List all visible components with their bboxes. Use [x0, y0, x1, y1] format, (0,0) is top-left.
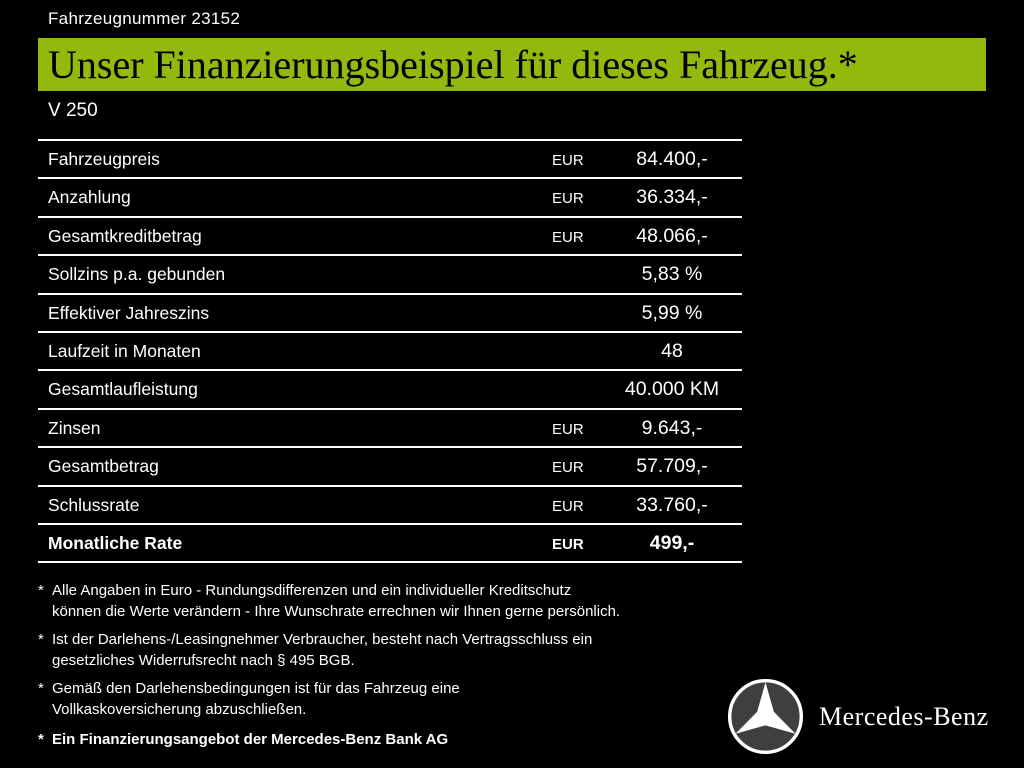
footnote-line: gesetzliches Widerrufsrecht nach § 495 B…: [52, 652, 355, 669]
footnote-text: Gemäß den Darlehensbedingungen ist für d…: [52, 678, 460, 720]
table-row: Gesamtbetrag EUR 57.709,-: [38, 446, 742, 484]
row-currency: EUR: [552, 152, 584, 169]
row-value: 40.000 KM: [624, 378, 720, 401]
row-value: 5,83 %: [641, 263, 703, 286]
row-value: 48.066,-: [636, 224, 708, 247]
table-row: Effektiver Jahreszins 5,99 %: [38, 292, 742, 331]
vehicle-model-label: V 250: [48, 100, 98, 121]
footnote-marker: *: [38, 631, 44, 648]
row-label: Gesamtlaufleistung: [48, 379, 198, 400]
brand-wordmark: Mercedes-Benz: [819, 701, 989, 731]
row-currency: EUR: [552, 497, 584, 515]
row-value: 33.760,-: [636, 493, 708, 516]
footnote-marker: *: [38, 582, 44, 599]
footnote: * Ist der Darlehens-/Leasingnehmer Verbr…: [38, 629, 738, 671]
row-value: 84.400,-: [636, 148, 708, 170]
finance-table: Fahrzeugpreis EUR 84.400,- Anzahlung EUR…: [38, 139, 742, 564]
row-currency: EUR: [552, 190, 584, 208]
row-value: 36.334,-: [636, 186, 708, 209]
row-label: Gesamtbetrag: [48, 456, 159, 477]
footnote-text: Alle Angaben in Euro - Rundungsdifferenz…: [52, 580, 620, 622]
row-label: Sollzins p.a. gebunden: [48, 264, 226, 285]
footnote-line: Ist der Darlehens-/Leasingnehmer Verbrau…: [52, 631, 593, 648]
footnote-line: Ein Finanzierungsangebot der Mercedes-Be…: [52, 731, 449, 748]
footnote: * Alle Angaben in Euro - Rundungsdiffere…: [38, 580, 738, 622]
vehicle-number-label: Fahrzeugnummer 23152: [48, 9, 241, 28]
row-label: Gesamtkreditbetrag: [48, 225, 202, 246]
row-label: Schlussrate: [48, 494, 140, 515]
row-currency: EUR: [552, 228, 584, 246]
row-label: Anzahlung: [48, 187, 131, 208]
footnote-marker: *: [38, 731, 44, 748]
row-label: Zinsen: [48, 417, 101, 438]
page-title: Unser Finanzierungsbeispiel für dieses F…: [48, 42, 858, 87]
row-currency: EUR: [552, 535, 584, 553]
brand-block: Mercedes-Benz: [727, 678, 989, 755]
row-label: Effektiver Jahreszins: [48, 302, 210, 323]
row-currency: EUR: [552, 459, 584, 477]
footnotes-section: * Alle Angaben in Euro - Rundungsdiffere…: [38, 580, 738, 757]
table-row: Anzahlung EUR 36.334,-: [38, 177, 742, 215]
table-row: Gesamtkreditbetrag EUR 48.066,-: [38, 215, 742, 254]
table-row: Gesamtlaufleistung 40.000 KM: [38, 369, 742, 407]
title-banner: Unser Finanzierungsbeispiel für dieses F…: [38, 38, 986, 91]
footnote-text: Ein Finanzierungsangebot der Mercedes-Be…: [52, 729, 448, 750]
row-value: 57.709,-: [636, 455, 708, 478]
row-value: 48: [661, 339, 683, 362]
table-row: Schlussrate EUR 33.760,-: [38, 484, 742, 523]
table-row: Sollzins p.a. gebunden 5,83 %: [38, 254, 742, 292]
footnote-line: Gemäß den Darlehensbedingungen ist für d…: [52, 680, 460, 697]
row-value: 9.643,-: [641, 416, 703, 439]
footnote-line: können die Werte verändern - Ihre Wunsch…: [52, 603, 621, 620]
row-currency: EUR: [552, 420, 584, 438]
row-label: Fahrzeugpreis: [48, 149, 160, 169]
footnote-line: Vollkaskoversicherung abzuschließen.: [52, 701, 307, 718]
row-value: 5,99 %: [641, 301, 703, 324]
table-row: Fahrzeugpreis EUR 84.400,-: [38, 139, 742, 177]
footnote-line: Alle Angaben in Euro - Rundungsdifferenz…: [52, 582, 572, 599]
mercedes-star-icon: [727, 678, 804, 755]
row-label: Laufzeit in Monaten: [48, 340, 201, 361]
table-row-monthly-rate: Monatliche Rate EUR 499,-: [38, 522, 742, 561]
footnote-marker: *: [38, 680, 44, 697]
table-row: Laufzeit in Monaten 48: [38, 330, 742, 369]
footnote-text: Ist der Darlehens-/Leasingnehmer Verbrau…: [52, 629, 592, 671]
footnote: * Gemäß den Darlehensbedingungen ist für…: [38, 678, 738, 720]
row-label: Monatliche Rate: [48, 532, 183, 553]
table-row: Zinsen EUR 9.643,-: [38, 407, 742, 446]
row-value: 499,-: [649, 531, 695, 554]
footnote-bank-offer: * Ein Finanzierungsangebot der Mercedes-…: [38, 729, 738, 750]
